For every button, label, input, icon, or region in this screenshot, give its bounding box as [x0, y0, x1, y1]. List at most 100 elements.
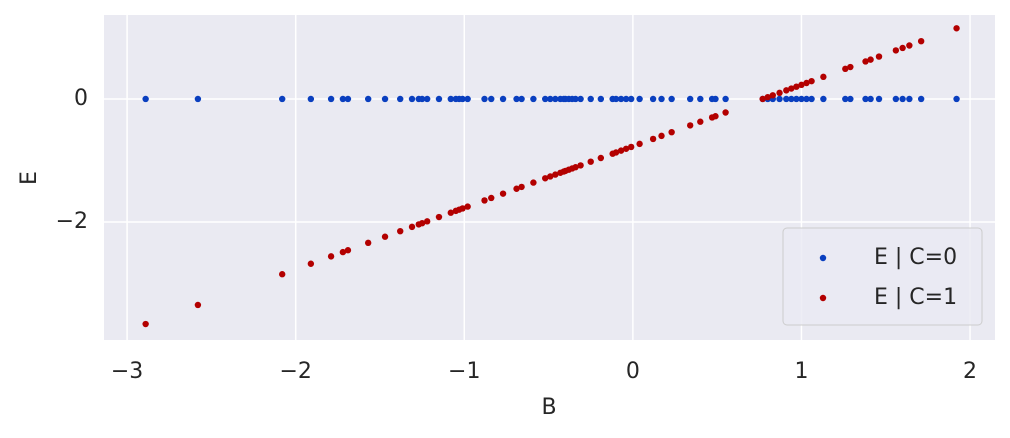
point: [408, 95, 416, 103]
point: [464, 203, 471, 210]
point: [364, 95, 372, 103]
point: [862, 95, 869, 103]
point: [447, 209, 454, 216]
point: [668, 95, 675, 103]
point: [617, 95, 625, 103]
y-axis-label: E: [17, 171, 42, 185]
point: [808, 95, 815, 103]
x-tick-label: 2: [963, 359, 977, 384]
point: [459, 205, 466, 212]
point: [435, 213, 443, 221]
point: [712, 95, 719, 103]
point: [587, 158, 594, 165]
point: [518, 95, 525, 103]
point: [776, 95, 783, 103]
point: [577, 95, 584, 103]
point: [339, 248, 347, 256]
y-tick-label: 0: [74, 86, 88, 111]
point: [344, 95, 352, 103]
point: [867, 95, 874, 103]
point: [418, 95, 426, 103]
x-axis-label: B: [541, 395, 556, 420]
point: [917, 37, 925, 45]
point: [867, 56, 874, 63]
point: [279, 271, 286, 278]
point: [783, 87, 790, 94]
point: [542, 95, 549, 103]
point: [381, 95, 389, 103]
point: [899, 44, 906, 52]
point: [917, 95, 925, 103]
point: [513, 185, 520, 192]
point: [875, 95, 883, 103]
point: [627, 95, 635, 103]
point: [364, 239, 372, 247]
x-tick-label: −3: [111, 359, 143, 384]
point: [459, 95, 466, 103]
point: [788, 95, 795, 103]
point: [953, 25, 960, 32]
point: [842, 65, 849, 73]
point: [142, 320, 149, 328]
point: [686, 122, 694, 129]
point: [327, 253, 335, 260]
x-tick-label: −1: [448, 359, 480, 384]
point: [518, 183, 525, 191]
legend-label: E | C=1: [874, 285, 957, 310]
point: [397, 227, 404, 235]
point: [481, 95, 488, 103]
point: [344, 247, 352, 254]
point: [820, 95, 827, 103]
point: [862, 58, 869, 65]
point: [906, 95, 913, 103]
point: [622, 95, 630, 103]
point: [587, 95, 594, 103]
point: [622, 145, 630, 152]
point: [279, 95, 286, 103]
point: [776, 89, 783, 97]
point: [577, 162, 584, 169]
point: [530, 179, 537, 186]
point: [194, 95, 202, 103]
point: [612, 149, 620, 156]
x-tick-label: 0: [626, 359, 640, 384]
point: [798, 95, 805, 103]
point: [847, 63, 854, 71]
point: [668, 128, 675, 136]
point: [627, 143, 635, 151]
point: [597, 95, 605, 103]
point: [142, 95, 149, 103]
point: [875, 53, 883, 60]
point: [783, 95, 790, 103]
point: [435, 95, 443, 103]
point: [892, 47, 900, 54]
point: [697, 95, 704, 103]
point: [788, 85, 795, 92]
point: [552, 171, 559, 178]
point: [547, 95, 554, 103]
x-tick-label: −2: [279, 359, 311, 384]
point: [722, 95, 729, 103]
point: [906, 42, 913, 49]
point: [803, 79, 810, 87]
point: [793, 95, 800, 103]
point: [769, 92, 776, 99]
point: [847, 95, 854, 103]
point: [953, 95, 960, 103]
point: [499, 190, 507, 197]
point: [617, 147, 625, 154]
legend-box: [782, 227, 983, 326]
point: [447, 95, 454, 103]
point: [798, 81, 805, 89]
point: [327, 95, 335, 103]
point: [464, 95, 471, 103]
legend-label: E | C=0: [874, 245, 957, 270]
point: [649, 95, 657, 103]
y-tick-label: −2: [56, 209, 88, 234]
point: [658, 132, 665, 140]
point: [572, 164, 579, 171]
point: [307, 95, 315, 103]
point: [759, 95, 766, 103]
point: [339, 95, 347, 103]
